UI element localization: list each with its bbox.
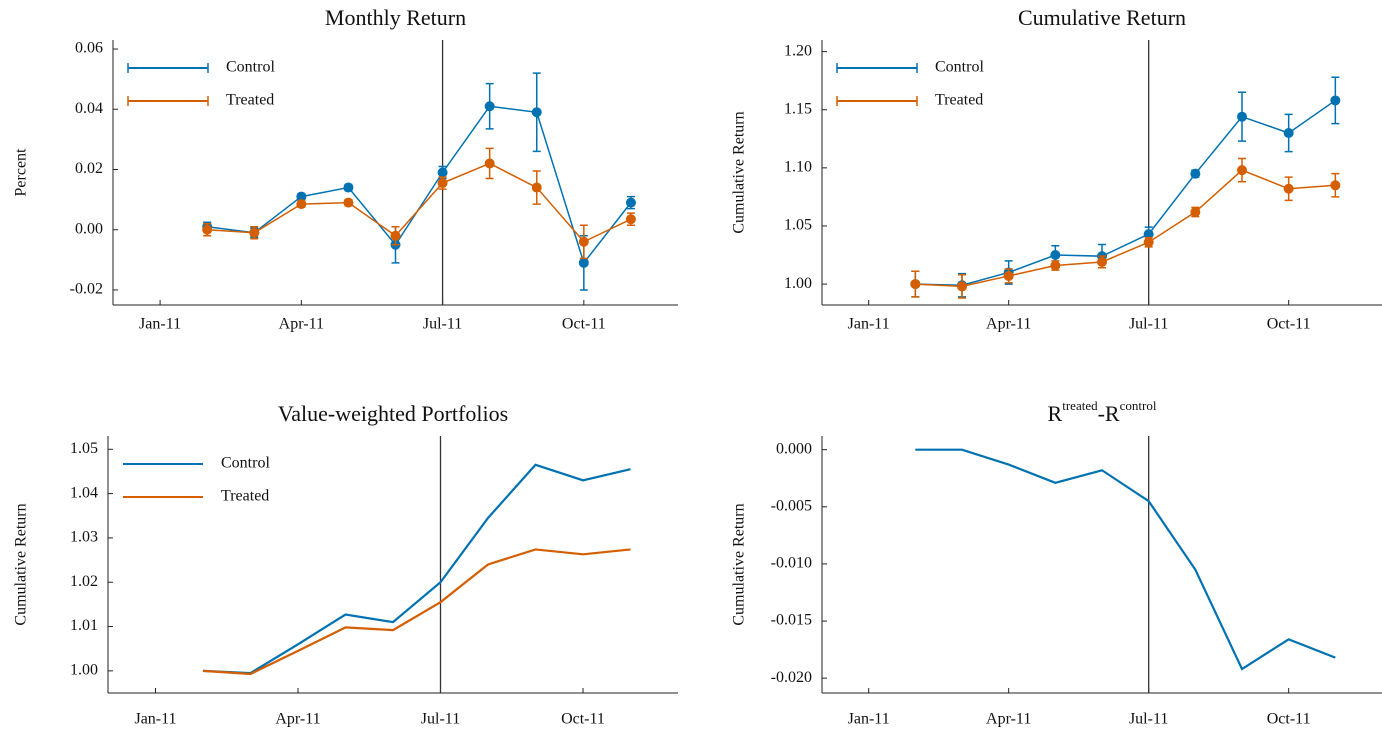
- point: [1283, 127, 1294, 138]
- y-tick-label: 1.05: [784, 217, 812, 234]
- point: [625, 214, 636, 225]
- point: [343, 197, 354, 208]
- y-tick-label: 1.02: [70, 573, 98, 590]
- y-tick-label: 1.01: [70, 617, 98, 634]
- point: [1097, 256, 1107, 267]
- y-tick-label: 1.04: [70, 484, 98, 501]
- y-tick-label: 1.00: [784, 275, 812, 292]
- point: [957, 281, 967, 292]
- x-tick-label: Apr-11: [986, 711, 1031, 728]
- title-part: R: [1048, 401, 1063, 426]
- x-tick-label: Apr-11: [986, 316, 1031, 333]
- y-tick-label: -0.02: [70, 281, 103, 298]
- point: [578, 236, 589, 247]
- chart-title: Rtreated-Rcontrol: [1048, 398, 1157, 426]
- point: [625, 197, 636, 208]
- legend-label: Treated: [935, 92, 983, 109]
- point: [1190, 207, 1201, 218]
- y-tick-label: -0.015: [771, 612, 812, 629]
- x-tick-label: Apr-11: [275, 711, 320, 728]
- point: [437, 167, 448, 178]
- legend-label: Treated: [226, 92, 274, 109]
- point: [1283, 183, 1294, 194]
- point: [1143, 237, 1154, 248]
- point: [437, 178, 448, 189]
- x-tick-label: Jul-11: [423, 316, 462, 333]
- y-tick-label: 1.20: [784, 42, 812, 59]
- title-superscript: control: [1120, 398, 1157, 413]
- point: [531, 107, 542, 118]
- chart-title: Value-weighted Portfolios: [278, 401, 508, 426]
- y-tick-label: 0.000: [776, 440, 812, 457]
- point: [1190, 168, 1201, 179]
- y-axis-label: Percent: [13, 148, 30, 197]
- y-tick-label: -0.005: [771, 497, 812, 514]
- series-line: [207, 105, 632, 265]
- point: [1330, 180, 1341, 191]
- y-tick-label: 1.10: [784, 159, 812, 176]
- point: [1237, 165, 1247, 176]
- point: [1050, 250, 1061, 261]
- x-tick-label: Jan-11: [139, 316, 181, 333]
- point: [249, 227, 260, 238]
- point: [1237, 111, 1247, 122]
- y-tick-label: 1.15: [784, 100, 812, 117]
- point: [296, 199, 307, 210]
- chart-title: Monthly Return: [325, 5, 466, 30]
- point: [343, 182, 354, 193]
- point: [910, 279, 921, 290]
- y-tick-label: -0.020: [771, 669, 812, 686]
- point: [531, 182, 542, 193]
- legend-label: Control: [935, 59, 984, 76]
- point: [1330, 95, 1341, 106]
- series-line: [202, 548, 631, 676]
- x-tick-label: Jul-11: [1129, 711, 1168, 728]
- series-line: [202, 463, 631, 675]
- y-tick-label: 1.03: [70, 529, 98, 546]
- x-tick-label: Oct-11: [562, 316, 606, 333]
- y-tick-label: 0.00: [75, 220, 103, 237]
- legend-label: Treated: [221, 488, 269, 505]
- point: [484, 158, 495, 169]
- point: [1050, 260, 1061, 271]
- y-axis-label: Cumulative Return: [13, 503, 30, 625]
- chart-title: Cumulative Return: [1018, 5, 1186, 30]
- x-tick-label: Jan-11: [134, 711, 176, 728]
- title-superscript: treated: [1062, 398, 1098, 413]
- x-tick-label: Jan-11: [848, 316, 890, 333]
- series-line: [915, 99, 1336, 286]
- series-line: [915, 169, 1336, 288]
- x-tick-label: Jan-11: [848, 711, 890, 728]
- y-tick-label: 1.05: [70, 440, 98, 457]
- series-line: [915, 448, 1336, 671]
- point: [1143, 229, 1154, 240]
- x-tick-label: Jul-11: [1129, 316, 1168, 333]
- point: [484, 101, 495, 112]
- y-tick-label: 0.04: [75, 100, 103, 117]
- point: [296, 191, 307, 202]
- x-tick-label: Jul-11: [421, 711, 460, 728]
- y-axis-label: Cumulative Return: [731, 111, 748, 233]
- x-tick-label: Apr-11: [279, 316, 324, 333]
- x-tick-label: Oct-11: [1267, 711, 1311, 728]
- legend-label: Control: [226, 59, 275, 76]
- y-tick-label: -0.010: [771, 555, 812, 572]
- y-tick-label: 1.00: [70, 662, 98, 679]
- x-tick-label: Oct-11: [561, 711, 605, 728]
- y-tick-label: 0.02: [75, 160, 103, 177]
- series-line: [207, 162, 632, 243]
- point: [390, 230, 401, 241]
- point: [578, 257, 589, 268]
- legend-label: Control: [221, 455, 270, 472]
- point: [1003, 270, 1014, 281]
- title-part: -R: [1098, 401, 1120, 426]
- y-axis-label: Cumulative Return: [731, 503, 748, 625]
- y-tick-label: 0.06: [75, 40, 103, 57]
- point: [202, 224, 213, 235]
- x-tick-label: Oct-11: [1267, 316, 1311, 333]
